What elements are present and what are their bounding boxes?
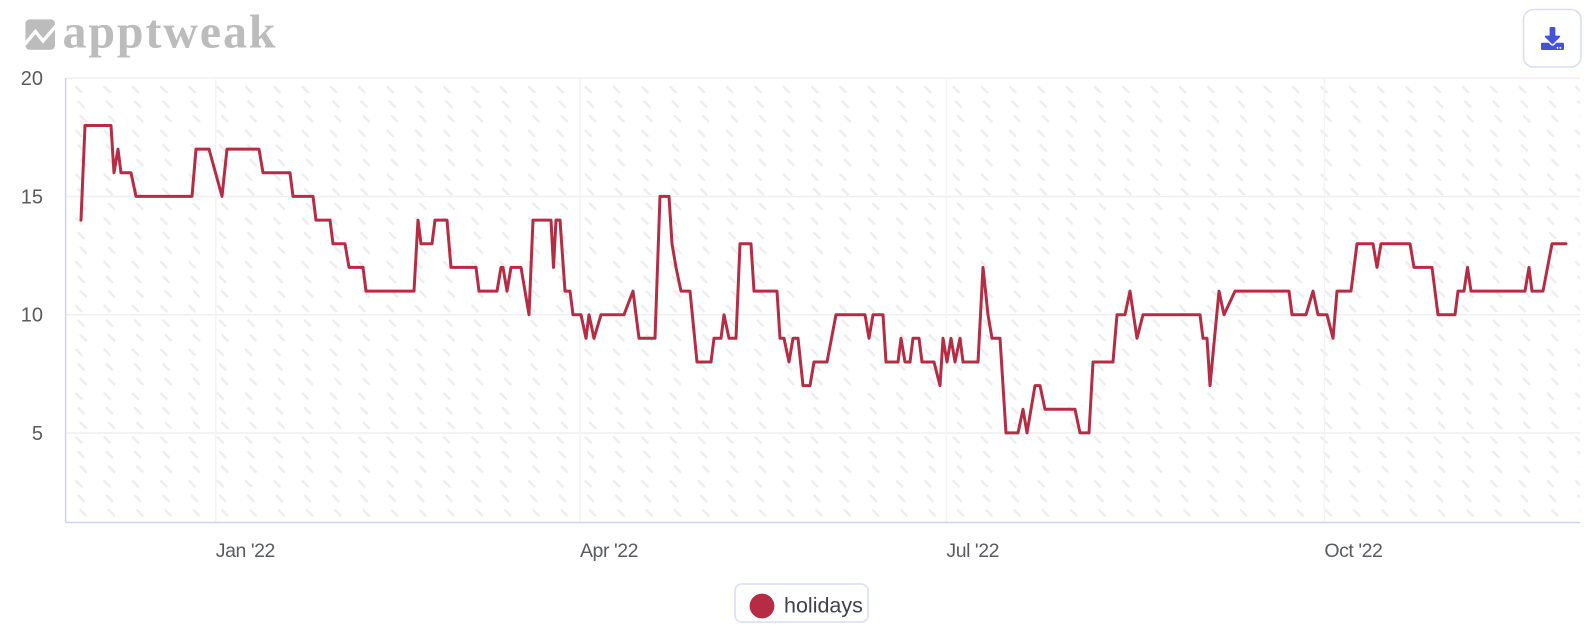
svg-text:apptweak: apptweak bbox=[63, 5, 276, 58]
svg-text:15: 15 bbox=[21, 187, 43, 209]
svg-text:Oct '22: Oct '22 bbox=[1324, 540, 1382, 562]
svg-text:10: 10 bbox=[21, 305, 43, 327]
svg-text:Apr '22: Apr '22 bbox=[580, 540, 638, 562]
svg-text:Jul '22: Jul '22 bbox=[946, 540, 999, 562]
svg-text:holidays: holidays bbox=[784, 594, 863, 618]
svg-text:5: 5 bbox=[32, 423, 43, 445]
svg-text:Jan '22: Jan '22 bbox=[216, 540, 275, 562]
svg-text:20: 20 bbox=[21, 68, 43, 90]
